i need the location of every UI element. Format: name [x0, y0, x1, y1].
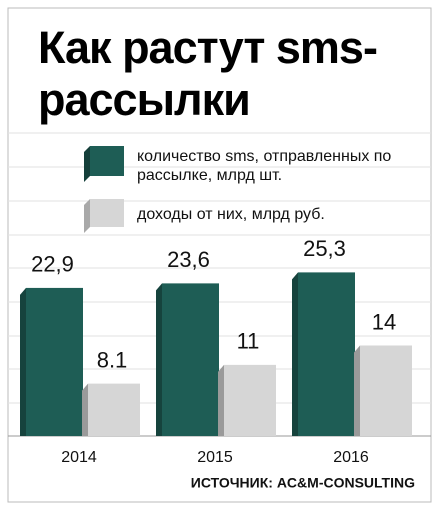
bar	[162, 283, 219, 436]
value-label: 11	[237, 329, 260, 354]
legend-swatch	[90, 199, 124, 227]
source: ИСТОЧНИК: AC&M-CONSULTING	[191, 475, 415, 491]
legend-swatch-side	[84, 146, 90, 182]
value-label: 22,9	[31, 252, 74, 277]
bar	[26, 287, 83, 436]
legend-label: количество sms, отправленных по рассылке…	[137, 148, 392, 184]
bar	[298, 272, 355, 436]
legend-label: доходы от них, млрд руб.	[137, 206, 325, 223]
bar-side	[354, 345, 360, 436]
x-tick-label: 2014	[61, 449, 97, 466]
value-label: 8.1	[97, 347, 128, 372]
bar-side	[218, 364, 224, 436]
legend-swatch	[90, 146, 124, 176]
x-tick-label: 2015	[197, 449, 233, 466]
value-label: 23,6	[167, 247, 210, 272]
bar-side	[292, 272, 298, 436]
x-tick-label: 2016	[333, 449, 369, 466]
bar-side	[156, 283, 162, 436]
bar-side	[82, 383, 88, 436]
value-label: 25,3	[303, 236, 346, 261]
bar	[88, 383, 140, 436]
bar-side	[20, 287, 26, 436]
title-box	[30, 18, 410, 128]
bar	[360, 345, 412, 436]
legend-swatch-side	[84, 199, 90, 233]
chart-title: Как растут sms-рассылки	[38, 22, 378, 125]
value-label: 14	[372, 309, 396, 334]
bar	[224, 364, 276, 436]
